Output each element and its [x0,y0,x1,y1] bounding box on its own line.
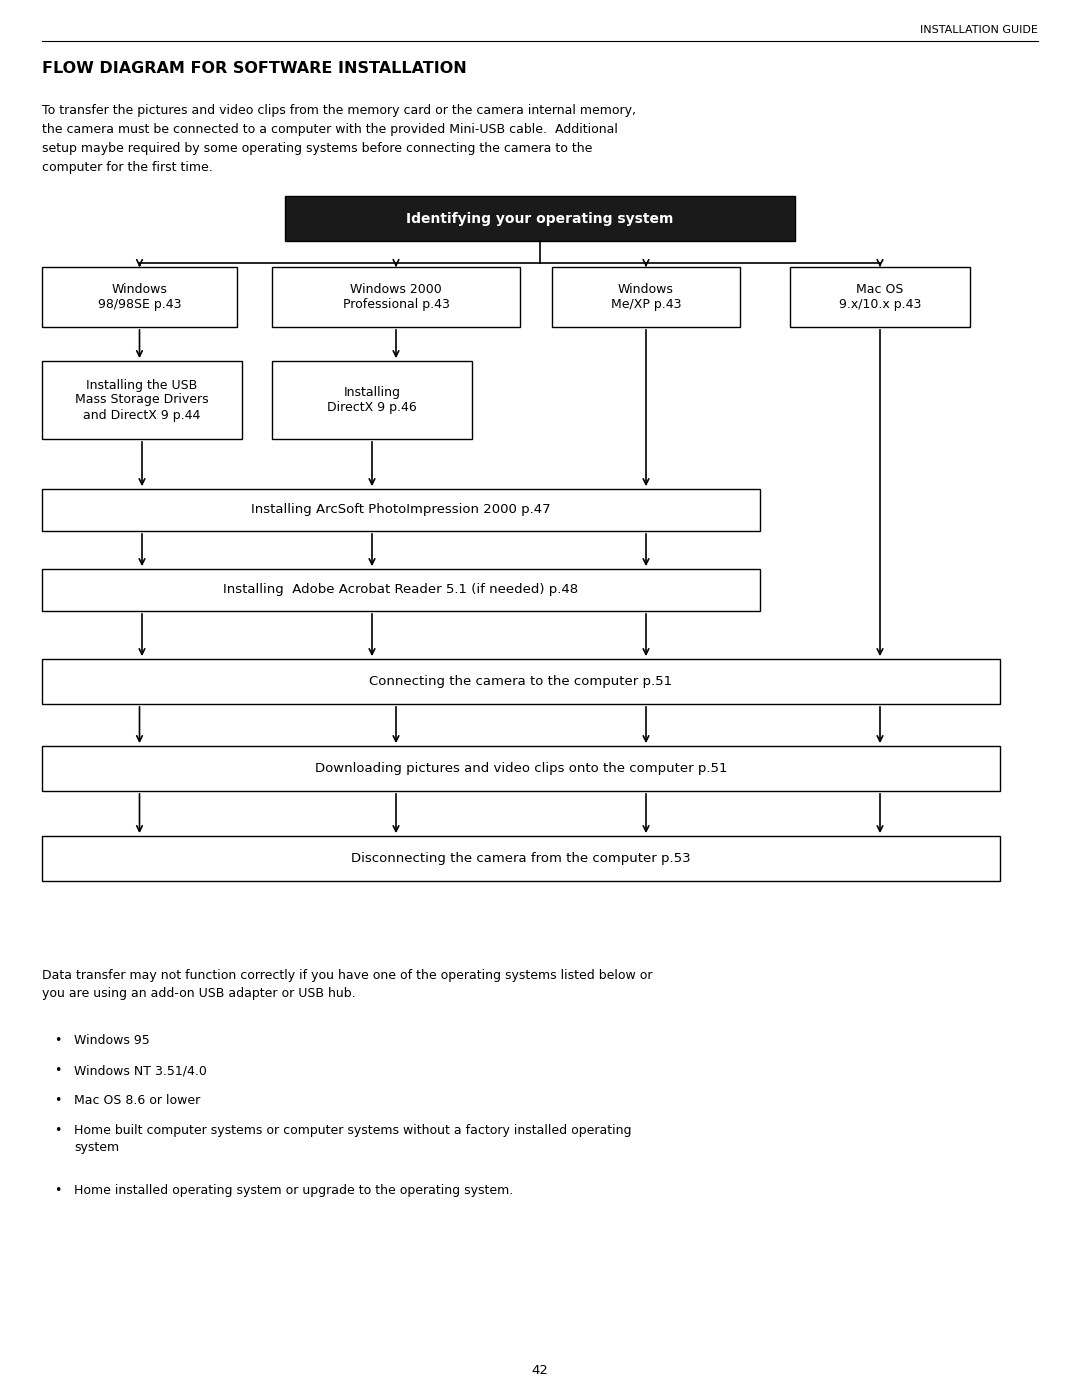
Text: •: • [54,1034,62,1046]
Text: Windows 95: Windows 95 [75,1034,150,1046]
Text: Disconnecting the camera from the computer p.53: Disconnecting the camera from the comput… [351,852,691,865]
FancyBboxPatch shape [285,196,795,241]
FancyBboxPatch shape [42,746,1000,790]
Text: Data transfer may not function correctly if you have one of the operating system: Data transfer may not function correctly… [42,970,652,1000]
FancyBboxPatch shape [42,361,242,439]
Text: Connecting the camera to the computer p.51: Connecting the camera to the computer p.… [369,674,673,688]
Text: •: • [54,1065,62,1077]
Text: Installing ArcSoft PhotoImpression 2000 p.47: Installing ArcSoft PhotoImpression 2000 … [252,504,551,516]
FancyBboxPatch shape [42,659,1000,704]
Text: Windows NT 3.51/4.0: Windows NT 3.51/4.0 [75,1065,207,1077]
Text: •: • [54,1123,62,1137]
FancyBboxPatch shape [42,837,1000,881]
Text: •: • [54,1184,62,1198]
Text: Installing
DirectX 9 p.46: Installing DirectX 9 p.46 [327,386,417,414]
Text: Mac OS
9.x/10.x p.43: Mac OS 9.x/10.x p.43 [839,283,921,311]
Text: INSTALLATION GUIDE: INSTALLATION GUIDE [920,25,1038,35]
Text: Home built computer systems or computer systems without a factory installed oper: Home built computer systems or computer … [75,1123,632,1154]
FancyBboxPatch shape [272,267,519,327]
Text: Mac OS 8.6 or lower: Mac OS 8.6 or lower [75,1094,200,1107]
FancyBboxPatch shape [42,569,760,611]
FancyBboxPatch shape [789,267,970,327]
Text: Installing the USB
Mass Storage Drivers
and DirectX 9 p.44: Installing the USB Mass Storage Drivers … [76,379,208,421]
FancyBboxPatch shape [42,267,237,327]
Text: Installing  Adobe Acrobat Reader 5.1 (if needed) p.48: Installing Adobe Acrobat Reader 5.1 (if … [224,583,579,596]
Text: Windows
Me/XP p.43: Windows Me/XP p.43 [611,283,681,311]
Text: Windows
98/98SE p.43: Windows 98/98SE p.43 [98,283,181,311]
FancyBboxPatch shape [272,361,472,439]
FancyBboxPatch shape [552,267,740,327]
Text: FLOW DIAGRAM FOR SOFTWARE INSTALLATION: FLOW DIAGRAM FOR SOFTWARE INSTALLATION [42,62,467,76]
Text: Downloading pictures and video clips onto the computer p.51: Downloading pictures and video clips ont… [314,762,727,775]
Text: •: • [54,1094,62,1107]
Text: Identifying your operating system: Identifying your operating system [406,211,674,225]
Text: Home installed operating system or upgrade to the operating system.: Home installed operating system or upgra… [75,1184,513,1198]
Text: To transfer the pictures and video clips from the memory card or the camera inte: To transfer the pictures and video clips… [42,104,636,173]
FancyBboxPatch shape [42,490,760,532]
Text: 42: 42 [531,1364,549,1377]
Text: Windows 2000
Professional p.43: Windows 2000 Professional p.43 [342,283,449,311]
